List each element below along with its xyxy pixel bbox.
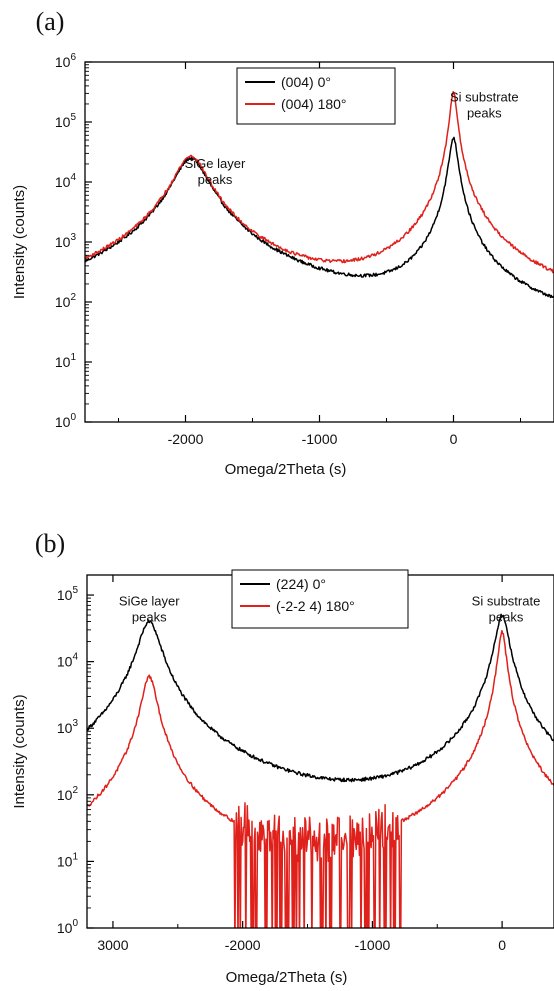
y-tick-label: 100	[55, 412, 77, 430]
chart-panel: -2000 -1000 0 100 101 102 103 104 105 106 Omega/2T…	[11, 7, 554, 478]
peak-annotation: SiGe layer peaks	[185, 156, 246, 187]
y-tick-label: 101	[55, 352, 77, 370]
series-line	[85, 91, 554, 274]
y-tick-label: 105	[55, 112, 77, 130]
y-axis-title: Intensity (counts)	[11, 185, 28, 299]
x-tick-label: -1000	[354, 937, 390, 953]
peak-annotation: Si substrate peaks	[450, 89, 519, 120]
y-tick-label: 104	[57, 652, 79, 670]
y-tick-label: 105	[57, 585, 79, 603]
y-tick-label: 102	[57, 785, 79, 803]
y-tick-label: 101	[57, 851, 79, 869]
panel-label: (b)	[35, 529, 65, 558]
y-tick-label: 104	[55, 172, 77, 190]
y-tick-label: 106	[55, 52, 77, 70]
y-tick-label: 102	[55, 292, 77, 310]
x-tick-label: 0	[450, 431, 458, 447]
y-tick-label: 103	[55, 232, 77, 250]
legend-label: (-2-2 4) 180°	[276, 598, 355, 614]
legend-label: (224) 0°	[276, 576, 326, 592]
peak-annotation: SiGe layer peaks	[119, 593, 180, 624]
y-tick-label: 100	[57, 918, 79, 936]
x-tick-label: 3000	[97, 937, 128, 953]
series-line	[87, 613, 554, 783]
x-axis-title: Omega/2Theta (s)	[226, 969, 348, 986]
x-axis-title: Omega/2Theta (s)	[225, 461, 347, 478]
y-axis-title: Intensity (counts)	[11, 694, 28, 808]
legend-box	[236, 67, 396, 125]
peak-annotation: Si substrate peaks	[472, 593, 541, 624]
series-line	[85, 136, 554, 299]
series-line	[87, 629, 554, 928]
panel-label: (a)	[36, 7, 65, 36]
x-tick-label: -2000	[225, 937, 261, 953]
x-tick-label: -2000	[168, 431, 204, 447]
legend-label: (004) 0°	[281, 74, 331, 90]
y-tick-label: 103	[57, 718, 79, 736]
x-tick-label: 0	[498, 937, 506, 953]
chart-panel: 3000 -2000 -1000 0 100 101 102 103 104 105 Omega/2…	[11, 529, 554, 986]
legend-label: (004) 180°	[281, 96, 347, 112]
legend-box	[231, 569, 409, 629]
x-tick-label: -1000	[302, 431, 338, 447]
